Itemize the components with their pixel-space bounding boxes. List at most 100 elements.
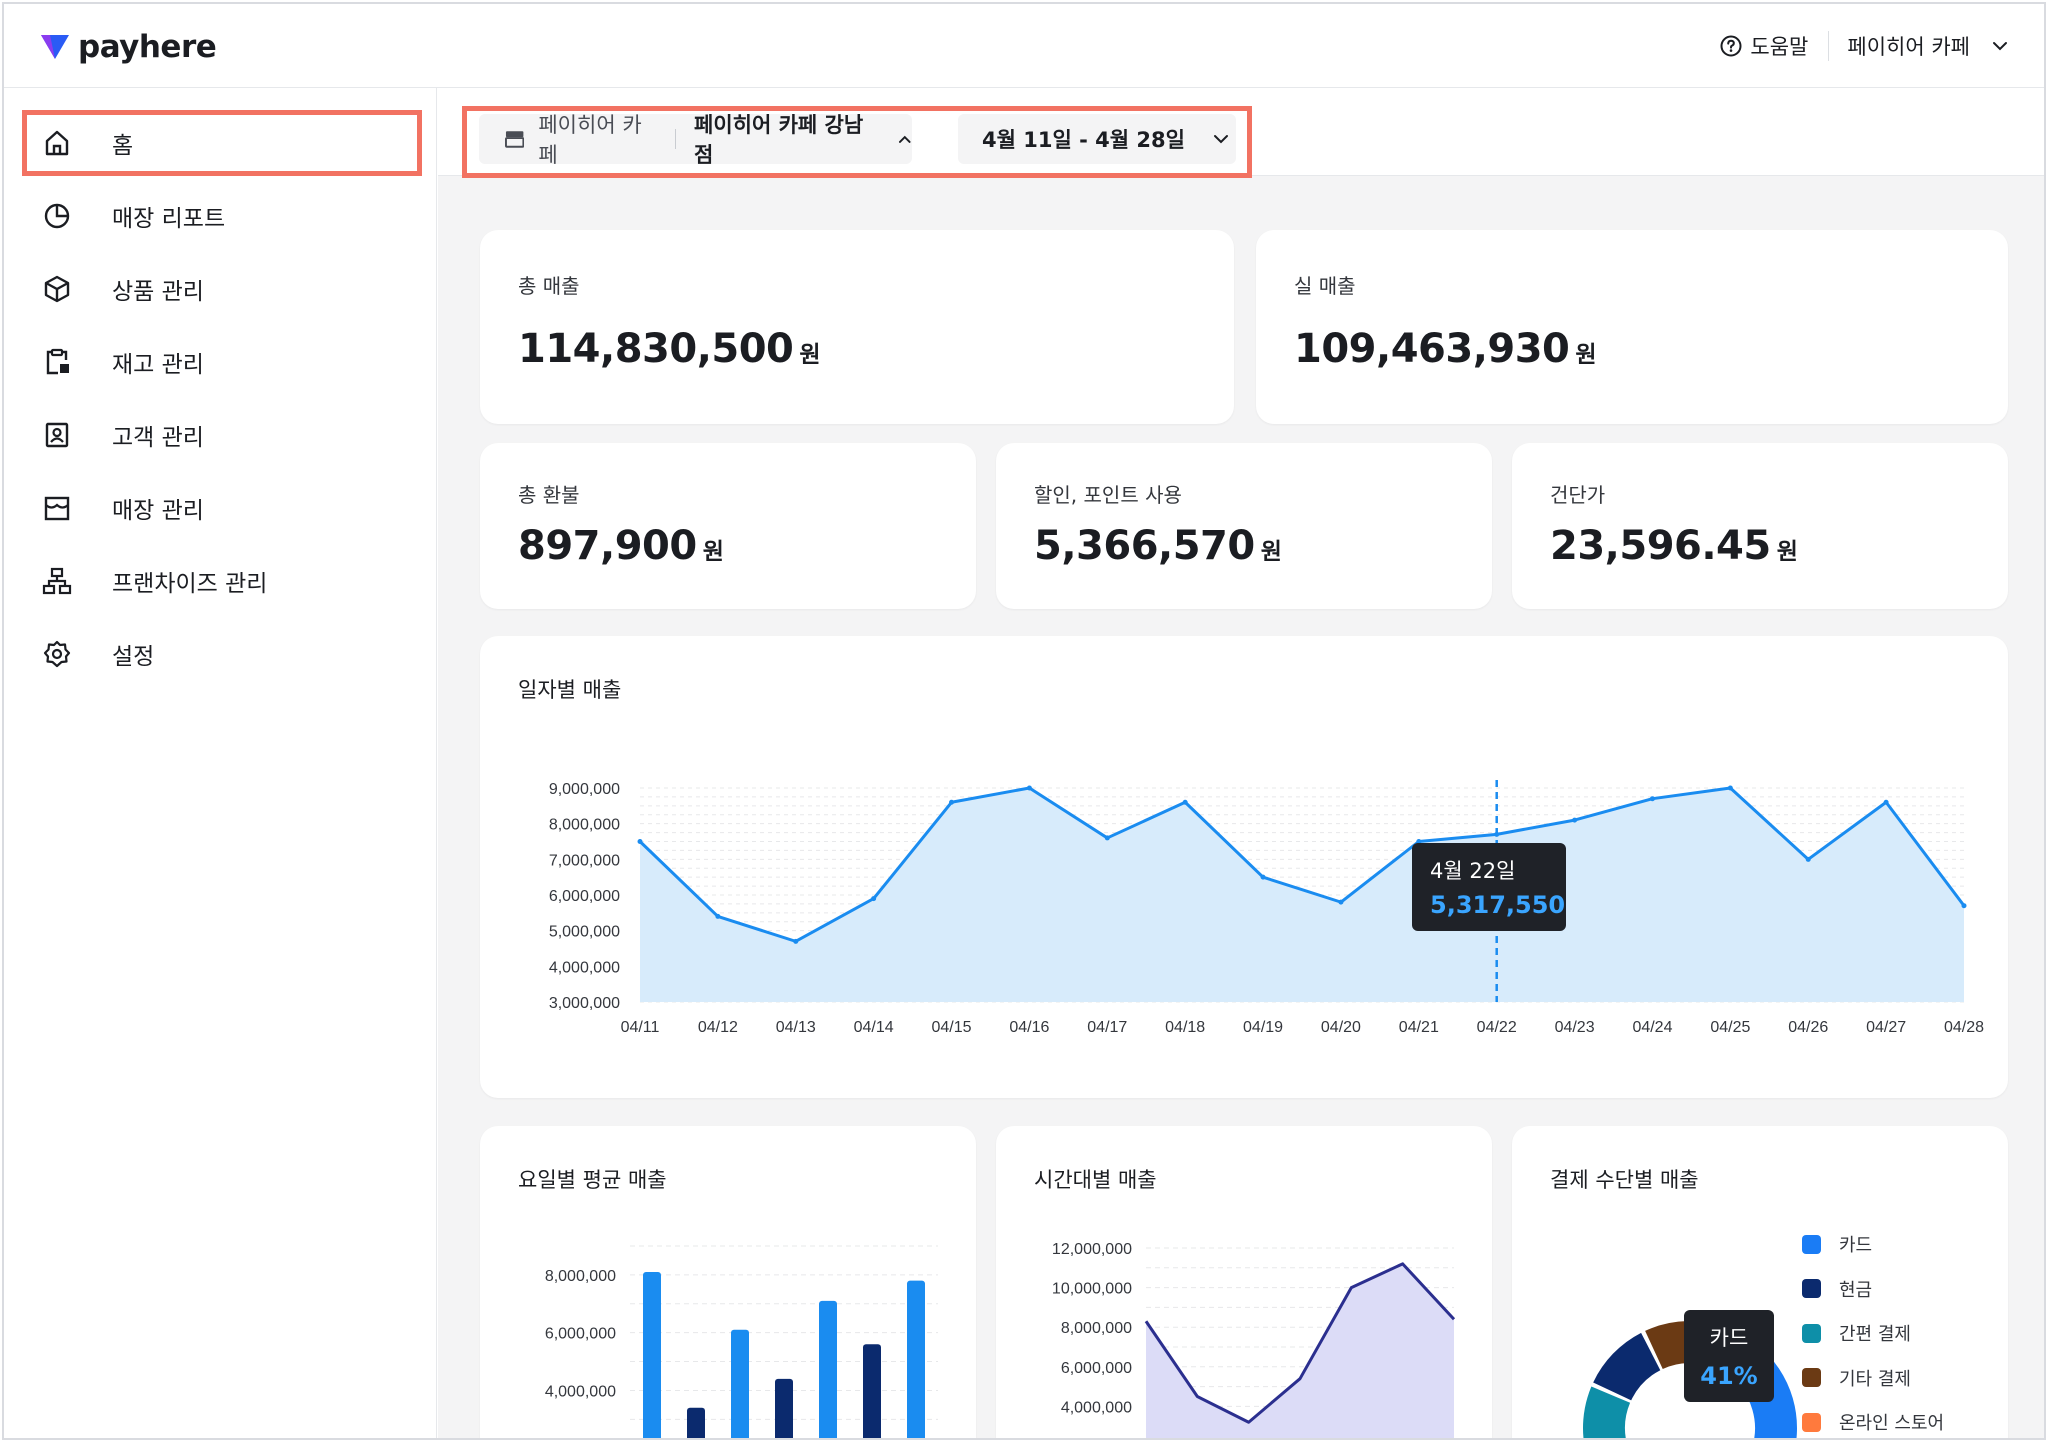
refunds-card: 총 환불 897,900 원 xyxy=(480,443,976,609)
chevron-down-icon xyxy=(1213,135,1228,144)
store-icon xyxy=(40,491,74,525)
daily-sales-chart[interactable]: 9,000,000 8,000,000 7,000,000 6,000,000 5,00… xyxy=(480,636,2008,1098)
legend-label: 기타 결제 xyxy=(1839,1368,1911,1390)
sidebar-item-home[interactable]: 홈 xyxy=(22,110,422,176)
card-label: 실 매출 xyxy=(1294,274,1356,298)
store-selector[interactable]: 페이히어 카페 페이히어 카페 강남점 xyxy=(479,113,912,167)
chevron-up-icon xyxy=(899,135,912,143)
data-point xyxy=(1104,835,1110,841)
card-unit: 원 xyxy=(702,539,724,565)
x-tick-label: 04/22 xyxy=(1477,1019,1517,1036)
help-button[interactable]: 도움말 xyxy=(1720,31,1830,61)
legend-item[interactable]: 카드 xyxy=(1802,1222,1944,1267)
legend-label: 카드 xyxy=(1839,1235,1873,1257)
daily-sales-card: 일자별 매출 9,000,000 8,000,000 7,000,000 6,000,… xyxy=(480,636,2008,1098)
card-value: 897,900 xyxy=(518,523,697,569)
tooltip-label: 카드 xyxy=(1709,1326,1749,1350)
payment-chart-tooltip: 카드 41% xyxy=(1684,1310,1774,1402)
data-point xyxy=(1572,817,1578,823)
card-label: 총 환불 xyxy=(518,483,580,507)
sidebar-item-inventory[interactable]: 재고 관리 xyxy=(22,329,422,395)
y-tick-label: 8,000,000 xyxy=(545,1268,616,1285)
chart-title: 시간대별 매출 xyxy=(1034,1168,1157,1192)
data-point xyxy=(793,938,799,944)
data-point xyxy=(1026,785,1032,791)
avg-ticket-card: 건단가 23,596.45 원 xyxy=(1512,443,2008,609)
chart-title: 일자별 매출 xyxy=(518,678,622,702)
data-point xyxy=(871,896,877,902)
daily-chart-tooltip: 4월 22일 5,317,550 xyxy=(1412,843,1566,931)
x-tick-label: 04/18 xyxy=(1165,1019,1205,1036)
x-tick-label: 04/28 xyxy=(1944,1019,1984,1036)
x-tick-label: 04/20 xyxy=(1321,1019,1361,1036)
data-point xyxy=(1961,903,1967,909)
sidebar-item-products[interactable]: 상품 관리 xyxy=(22,256,422,322)
date-range-selector[interactable]: 4월 11일 - 4월 28일 xyxy=(958,114,1236,164)
sidebar-item-store-manage[interactable]: 매장 관리 xyxy=(22,475,422,541)
data-point xyxy=(1805,856,1811,862)
top-bar: payhere 도움말 페이히어 카페 xyxy=(4,4,2044,88)
series-line xyxy=(1144,1262,1456,1424)
sidebar-item-franchise[interactable]: 프랜차이즈 관리 xyxy=(22,548,422,614)
logo-text: payhere xyxy=(78,29,217,65)
y-tick-label: 6,000,000 xyxy=(549,888,620,905)
box-icon xyxy=(40,272,74,306)
card-label: 할인, 포인트 사용 xyxy=(1034,483,1182,507)
data-point xyxy=(1727,785,1733,791)
y-tick-label: 4,000,000 xyxy=(545,1383,616,1400)
sidebar-item-label: 매장 리포트 xyxy=(112,206,226,232)
x-tick-label: 04/17 xyxy=(1087,1019,1127,1036)
bar xyxy=(907,1280,925,1438)
gross-sales-card: 총 매출 114,830,500 원 xyxy=(480,230,1234,424)
card-unit: 원 xyxy=(1575,342,1597,368)
legend-item[interactable]: 현금 xyxy=(1802,1267,1944,1312)
legend-item[interactable]: 온라인 스토어 xyxy=(1802,1400,1944,1438)
card-unit: 원 xyxy=(799,342,821,368)
data-point xyxy=(1416,839,1422,844)
bar xyxy=(687,1407,705,1438)
sidebar-item-label: 설정 xyxy=(112,644,155,670)
main-content: 페이히어 카페 페이히어 카페 강남점 4월 11일 - 4월 28일 총 매출… xyxy=(438,88,2044,1440)
legend-swatch xyxy=(1802,1368,1821,1388)
data-point xyxy=(637,839,643,844)
sidebar-item-label: 프랜차이즈 관리 xyxy=(112,571,268,597)
y-tick-label: 4,000,000 xyxy=(1061,1399,1132,1416)
hourly-sales-chart[interactable]: 12,000,000 10,000,000 8,000,000 6,000,000 4,… xyxy=(996,1126,1492,1440)
series-line xyxy=(638,786,1966,943)
tooltip-value: 41% xyxy=(1700,1362,1758,1390)
y-tick-label: 4,000,000 xyxy=(549,959,620,976)
legend-swatch xyxy=(1802,1279,1821,1299)
chart-title: 결제 수단별 매출 xyxy=(1550,1168,1699,1192)
data-point xyxy=(1260,874,1266,880)
payment-method-card: 결제 수단별 매출 카드 41% 카드 현금 간편 결제 기타 결제 온라인 스토어 xyxy=(1512,1126,2008,1438)
y-tick-label: 8,000,000 xyxy=(1061,1320,1132,1337)
register-icon xyxy=(505,131,525,148)
legend-swatch xyxy=(1802,1323,1821,1343)
legend-item[interactable]: 기타 결제 xyxy=(1802,1356,1944,1401)
gear-icon xyxy=(40,637,74,671)
tooltip-date: 4월 22일 xyxy=(1430,859,1516,883)
card-value: 114,830,500 xyxy=(518,326,794,372)
org-chart-icon xyxy=(40,564,74,598)
data-point xyxy=(1649,796,1655,802)
sidebar-item-store-report[interactable]: 매장 리포트 xyxy=(22,183,422,249)
x-tick-label: 04/14 xyxy=(854,1019,894,1036)
payhere-logo[interactable]: payhere xyxy=(40,29,217,65)
y-tick-label: 6,000,000 xyxy=(545,1326,616,1343)
date-range-label: 4월 11일 - 4월 28일 xyxy=(982,128,1185,152)
filter-highlight xyxy=(462,106,1252,178)
card-label: 건단가 xyxy=(1550,483,1606,507)
legend-label: 간편 결제 xyxy=(1839,1324,1911,1346)
x-tick-label: 04/21 xyxy=(1399,1019,1439,1036)
legend-item[interactable]: 간편 결제 xyxy=(1802,1311,1944,1356)
sidebar-item-customers[interactable]: 고객 관리 xyxy=(22,402,422,468)
card-unit: 원 xyxy=(1260,539,1282,565)
store-account-menu[interactable]: 페이히어 카페 xyxy=(1829,31,2008,61)
area-fill xyxy=(640,788,1964,1002)
tooltip-value: 5,317,550 xyxy=(1430,891,1566,919)
sidebar-item-settings[interactable]: 설정 xyxy=(22,621,422,687)
y-tick-label: 3,000,000 xyxy=(549,995,620,1012)
card-value: 5,366,570 xyxy=(1034,523,1255,569)
